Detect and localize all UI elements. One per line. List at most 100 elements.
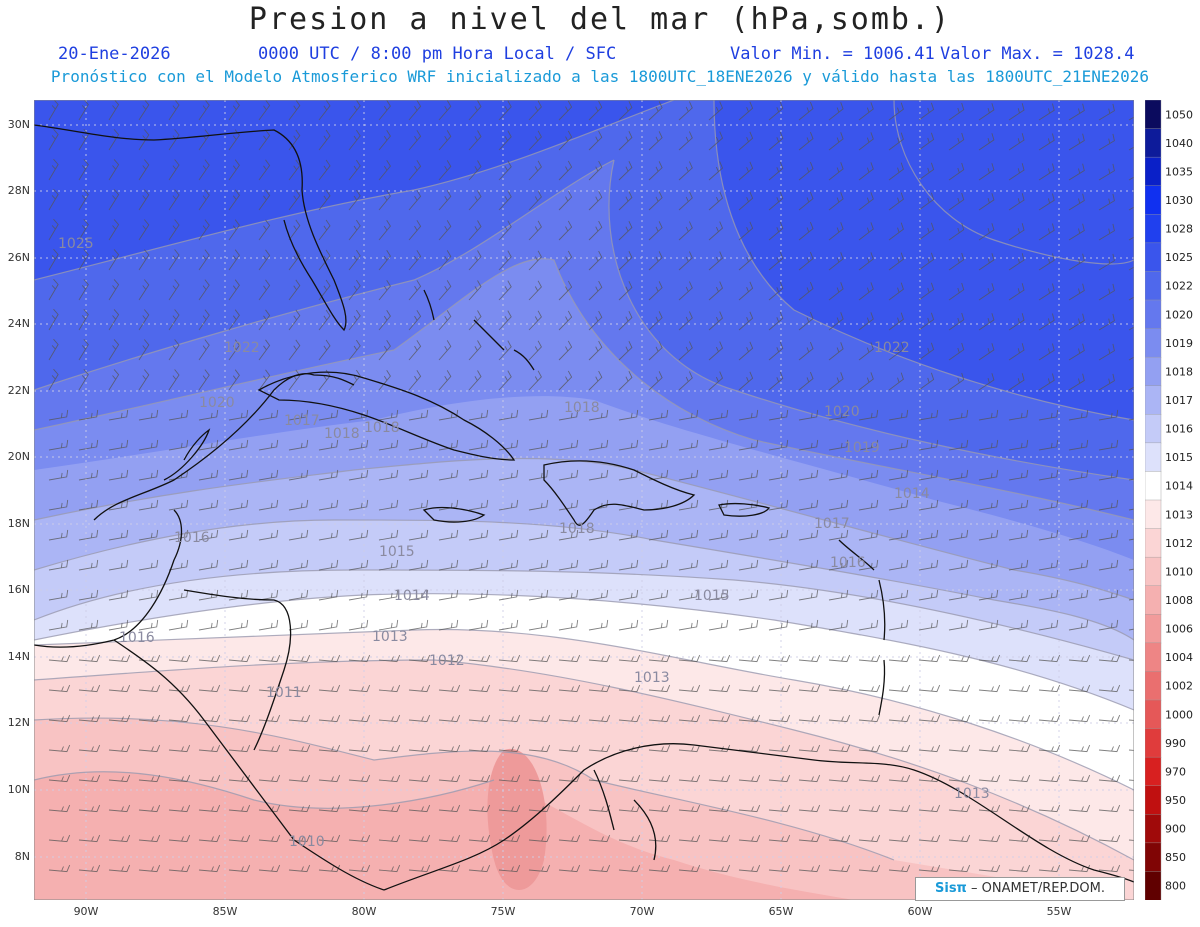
wind-barb [378, 439, 399, 451]
wind-barb [108, 499, 129, 511]
wind-barb [708, 101, 724, 121]
wind-barb [678, 251, 693, 271]
wind-barb [798, 469, 819, 481]
wind-barb [498, 589, 519, 601]
wind-barb [678, 281, 693, 301]
colorbar-swatch [1145, 442, 1162, 473]
wind-barb [168, 339, 180, 361]
wind-barb [198, 529, 219, 541]
lat-label: 26N [7, 251, 30, 264]
colorbar-label: 990 [1165, 737, 1186, 750]
wind-barb [618, 774, 641, 783]
wind-barb [258, 100, 271, 121]
wind-barb [918, 589, 939, 601]
wind-barb [1038, 373, 1055, 391]
colorbar-swatch [1145, 242, 1162, 273]
wind-barb [1008, 529, 1029, 541]
wind-barb [528, 160, 542, 181]
wind-barb [1008, 559, 1029, 571]
wind-barb [558, 310, 573, 331]
wind-barb [858, 102, 874, 121]
wind-barb [1008, 619, 1029, 631]
wind-barb [528, 439, 549, 451]
wind-barb [348, 339, 361, 361]
wind-barb [768, 774, 791, 783]
wind-barb [888, 714, 911, 723]
wind-barb [78, 279, 89, 301]
wind-barb [378, 834, 401, 843]
wind-barb [1038, 559, 1059, 571]
wind-barb [468, 744, 491, 753]
lat-label: 12N [7, 716, 30, 729]
wind-barb [648, 589, 669, 601]
wind-barb [48, 188, 59, 211]
wind-barb [1068, 469, 1089, 481]
wind-barb [528, 100, 542, 121]
date-label: 20-Ene-2026 [58, 44, 171, 64]
colorbar-swatch [1145, 128, 1162, 158]
wind-barb [138, 409, 159, 421]
wind-barb [348, 529, 369, 541]
wind-barb [438, 834, 461, 843]
wind-barb [1068, 684, 1091, 693]
wind-barb [1068, 103, 1085, 121]
wind-barb [1068, 373, 1085, 391]
wind-barb [348, 219, 361, 241]
wind-barb [48, 804, 71, 813]
colorbar-swatch [1145, 671, 1162, 701]
wind-barb [978, 313, 995, 331]
wind-barb [348, 559, 369, 571]
contour-label: 1020 [199, 395, 235, 411]
wind-barb [648, 161, 663, 181]
wind-barb [678, 311, 693, 331]
wind-barb [888, 222, 904, 241]
wind-barb [438, 744, 461, 753]
wind-barb [378, 684, 401, 693]
wind-barb [888, 162, 904, 181]
wind-barb [228, 559, 249, 571]
wind-barb [798, 744, 821, 753]
wind-barb [108, 219, 120, 241]
wind-barb [918, 282, 935, 301]
wind-barb [918, 102, 935, 121]
wind-barb [198, 369, 210, 391]
lon-label: 70W [629, 905, 655, 918]
contour-label: 1018 [364, 420, 400, 436]
wind-barb [498, 619, 519, 631]
wind-barb [1068, 804, 1091, 813]
wind-barb [708, 529, 729, 541]
wind-barb [678, 409, 699, 421]
wind-barb [468, 684, 491, 693]
wind-barb [1098, 529, 1119, 541]
wind-barb [48, 158, 59, 181]
wind-barb [768, 311, 784, 331]
wind-barb [408, 864, 431, 873]
wind-barb [228, 744, 251, 753]
wind-barb [1098, 103, 1115, 121]
wind-barb [558, 619, 579, 631]
wind-barb [78, 684, 101, 693]
wind-barb [408, 370, 422, 391]
wind-barb [228, 159, 240, 181]
wind-barb [138, 249, 150, 271]
wind-barb [198, 804, 221, 813]
wind-barb [258, 339, 271, 361]
wind-barb [648, 714, 671, 723]
contour-label: 1022 [874, 340, 910, 356]
wind-barb [648, 409, 669, 421]
wind-barb [438, 190, 452, 211]
wind-barb [648, 804, 671, 813]
wind-barb [108, 744, 131, 753]
colorbar-label: 1018 [1165, 365, 1193, 378]
wind-barb [168, 309, 180, 331]
wind-barb [948, 684, 971, 693]
wind-barb [138, 189, 150, 211]
contour-label: 1018 [324, 426, 360, 442]
wind-barb [258, 249, 271, 271]
wind-barb [288, 684, 311, 693]
wind-barb [1038, 864, 1061, 873]
wind-barb [588, 804, 611, 813]
wind-barb [378, 189, 391, 211]
wind-barb [648, 654, 671, 663]
wind-barb [348, 369, 361, 391]
